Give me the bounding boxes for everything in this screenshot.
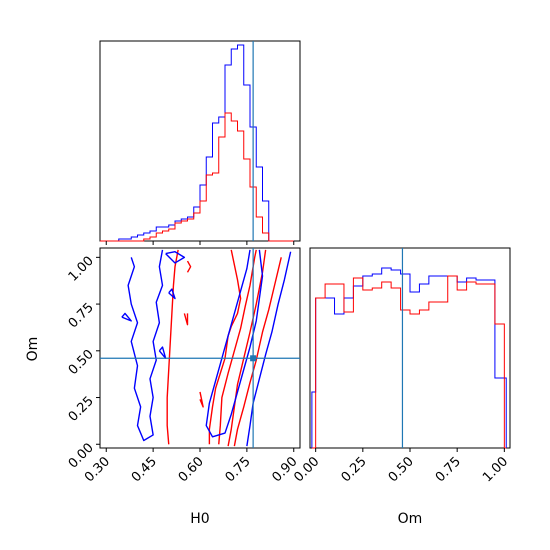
x-tick-label: 0.25 xyxy=(339,454,370,485)
y-tick-label: 0.75 xyxy=(66,300,97,331)
contour-line-6 xyxy=(183,313,189,326)
h0-histogram-series-group xyxy=(100,44,294,242)
x-axis-label-om: Om xyxy=(398,511,423,527)
contour-line-0 xyxy=(233,257,282,447)
contour-line-8 xyxy=(246,251,292,447)
om-histogram-panel: 0.00 0.25 0.50 0.75 1.00 Om xyxy=(291,247,511,527)
truth-marker xyxy=(250,355,257,362)
x-axis-label-h0: H0 xyxy=(190,511,209,527)
contour-line-9 xyxy=(205,249,264,438)
x-tick-label: 0.60 xyxy=(176,454,207,485)
h0-om-x-ticks: 0.30 0.45 0.60 0.75 0.90 xyxy=(82,448,301,485)
contour-line-14 xyxy=(121,312,132,322)
contour-line-1 xyxy=(227,249,267,447)
y-axis-label-om: Om xyxy=(25,337,41,362)
contour-line-7 xyxy=(199,391,204,408)
x-tick-label: 0.75 xyxy=(223,454,254,485)
x-tick-label: 0.00 xyxy=(291,454,322,485)
x-tick-label: 0.50 xyxy=(386,454,417,485)
histogram-series-1 xyxy=(311,275,507,449)
contour-line-12 xyxy=(158,346,167,359)
y-tick-label: 0.25 xyxy=(66,394,97,425)
contour-line-4 xyxy=(166,249,179,445)
contour-line-11 xyxy=(165,251,186,264)
contour-line-10 xyxy=(127,249,164,442)
h0-histogram-ticks xyxy=(105,241,295,245)
h0-om-y-ticks: 0.000.250.500.751.00 xyxy=(66,254,100,472)
x-tick-label: 0.75 xyxy=(433,454,464,485)
x-tick-label: 0.45 xyxy=(129,454,160,485)
histogram-series-0 xyxy=(311,267,507,448)
om-histogram-series-group xyxy=(311,267,507,449)
contour-line-2 xyxy=(218,249,257,445)
h0-om-contour-panel: 0.30 0.45 0.60 0.75 0.90 0.000.250.500.751.0… xyxy=(25,247,301,527)
h0-histogram-panel xyxy=(99,40,301,245)
h0-om-truth-lines-group xyxy=(100,248,300,448)
x-tick-label: 1.00 xyxy=(480,454,511,485)
histogram-series-0 xyxy=(100,44,294,242)
contour-line-5 xyxy=(186,260,192,273)
y-tick-label: 0.50 xyxy=(66,347,97,378)
histogram-series-1 xyxy=(100,112,294,242)
y-tick-label: 1.00 xyxy=(66,254,97,285)
contour-line-13 xyxy=(168,288,176,300)
h0-om-contours-group xyxy=(121,249,292,447)
om-histogram-ticks: 0.00 0.25 0.50 0.75 1.00 xyxy=(291,448,511,485)
